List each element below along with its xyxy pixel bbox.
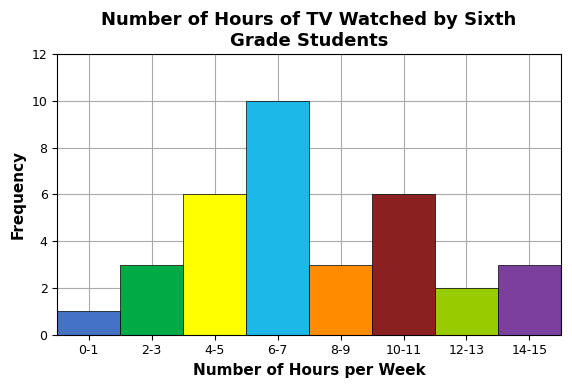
Bar xyxy=(372,194,435,335)
Bar xyxy=(498,265,561,335)
Bar xyxy=(120,265,183,335)
Bar xyxy=(435,288,498,335)
X-axis label: Number of Hours per Week: Number of Hours per Week xyxy=(193,363,426,378)
Bar xyxy=(246,101,309,335)
Title: Number of Hours of TV Watched by Sixth
Grade Students: Number of Hours of TV Watched by Sixth G… xyxy=(101,11,517,50)
Bar xyxy=(309,265,372,335)
Bar xyxy=(183,194,246,335)
Y-axis label: Frequency: Frequency xyxy=(11,150,26,239)
Bar xyxy=(57,311,120,335)
